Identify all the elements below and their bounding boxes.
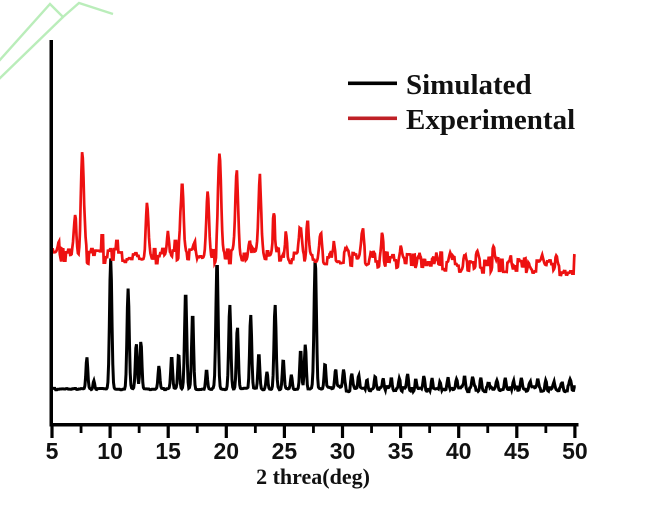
x-major-tick bbox=[399, 426, 403, 438]
legend-line-experimental bbox=[348, 116, 397, 121]
simulated-trace bbox=[51, 258, 576, 396]
x-tick-label: 40 bbox=[446, 438, 472, 464]
x-major-tick bbox=[166, 426, 170, 438]
x-tick-label: 10 bbox=[97, 438, 123, 464]
legend-item-experimental: Experimental bbox=[348, 104, 575, 136]
x-minor-tick bbox=[137, 426, 141, 433]
x-minor-tick bbox=[312, 426, 315, 433]
legend-label-simulated: Simulated bbox=[406, 69, 532, 101]
x-major-tick bbox=[50, 426, 54, 438]
x-minor-tick bbox=[428, 426, 432, 433]
x-tick-label: 35 bbox=[388, 438, 414, 464]
x-minor-tick bbox=[544, 426, 548, 433]
x-minor-tick bbox=[195, 426, 199, 433]
x-major-tick bbox=[224, 426, 228, 438]
legend: Simulated Experimental bbox=[348, 69, 575, 136]
x-tick-label: 45 bbox=[504, 438, 530, 464]
x-axis-tick-labels: 5 10 15 20 25 30 35 40 45 50 bbox=[46, 438, 588, 464]
x-major-tick bbox=[457, 426, 461, 438]
legend-label-experimental: Experimental bbox=[406, 104, 575, 136]
x-major-tick bbox=[515, 426, 519, 438]
x-major-tick bbox=[573, 426, 577, 438]
x-axis-line bbox=[49, 423, 579, 427]
y-axis-line bbox=[49, 40, 53, 426]
legend-item-simulated: Simulated bbox=[348, 69, 532, 101]
green-zigzag-line-lower bbox=[0, 16, 64, 80]
x-tick-label: 20 bbox=[214, 438, 240, 464]
x-minor-tick bbox=[486, 426, 490, 433]
green-zigzag-line-upper bbox=[0, 1, 114, 62]
x-tick-label: 25 bbox=[272, 438, 298, 464]
x-minor-tick bbox=[79, 426, 83, 433]
x-axis-title: 2 threa(deg) bbox=[256, 464, 370, 489]
x-tick-label: 50 bbox=[562, 438, 588, 464]
x-tick-label: 15 bbox=[155, 438, 181, 464]
x-major-tick bbox=[340, 426, 345, 438]
green-zigzag-watermark bbox=[0, 1, 114, 80]
x-tick-label: 5 bbox=[46, 438, 59, 464]
x-minor-tick bbox=[370, 426, 373, 433]
experimental-trace bbox=[51, 152, 576, 277]
legend-line-simulated bbox=[348, 81, 397, 86]
x-major-tick bbox=[108, 426, 112, 438]
x-tick-label: 30 bbox=[330, 438, 356, 464]
x-minor-tick bbox=[253, 426, 257, 433]
x-axis-ticks bbox=[50, 426, 577, 438]
x-major-tick bbox=[282, 426, 286, 438]
